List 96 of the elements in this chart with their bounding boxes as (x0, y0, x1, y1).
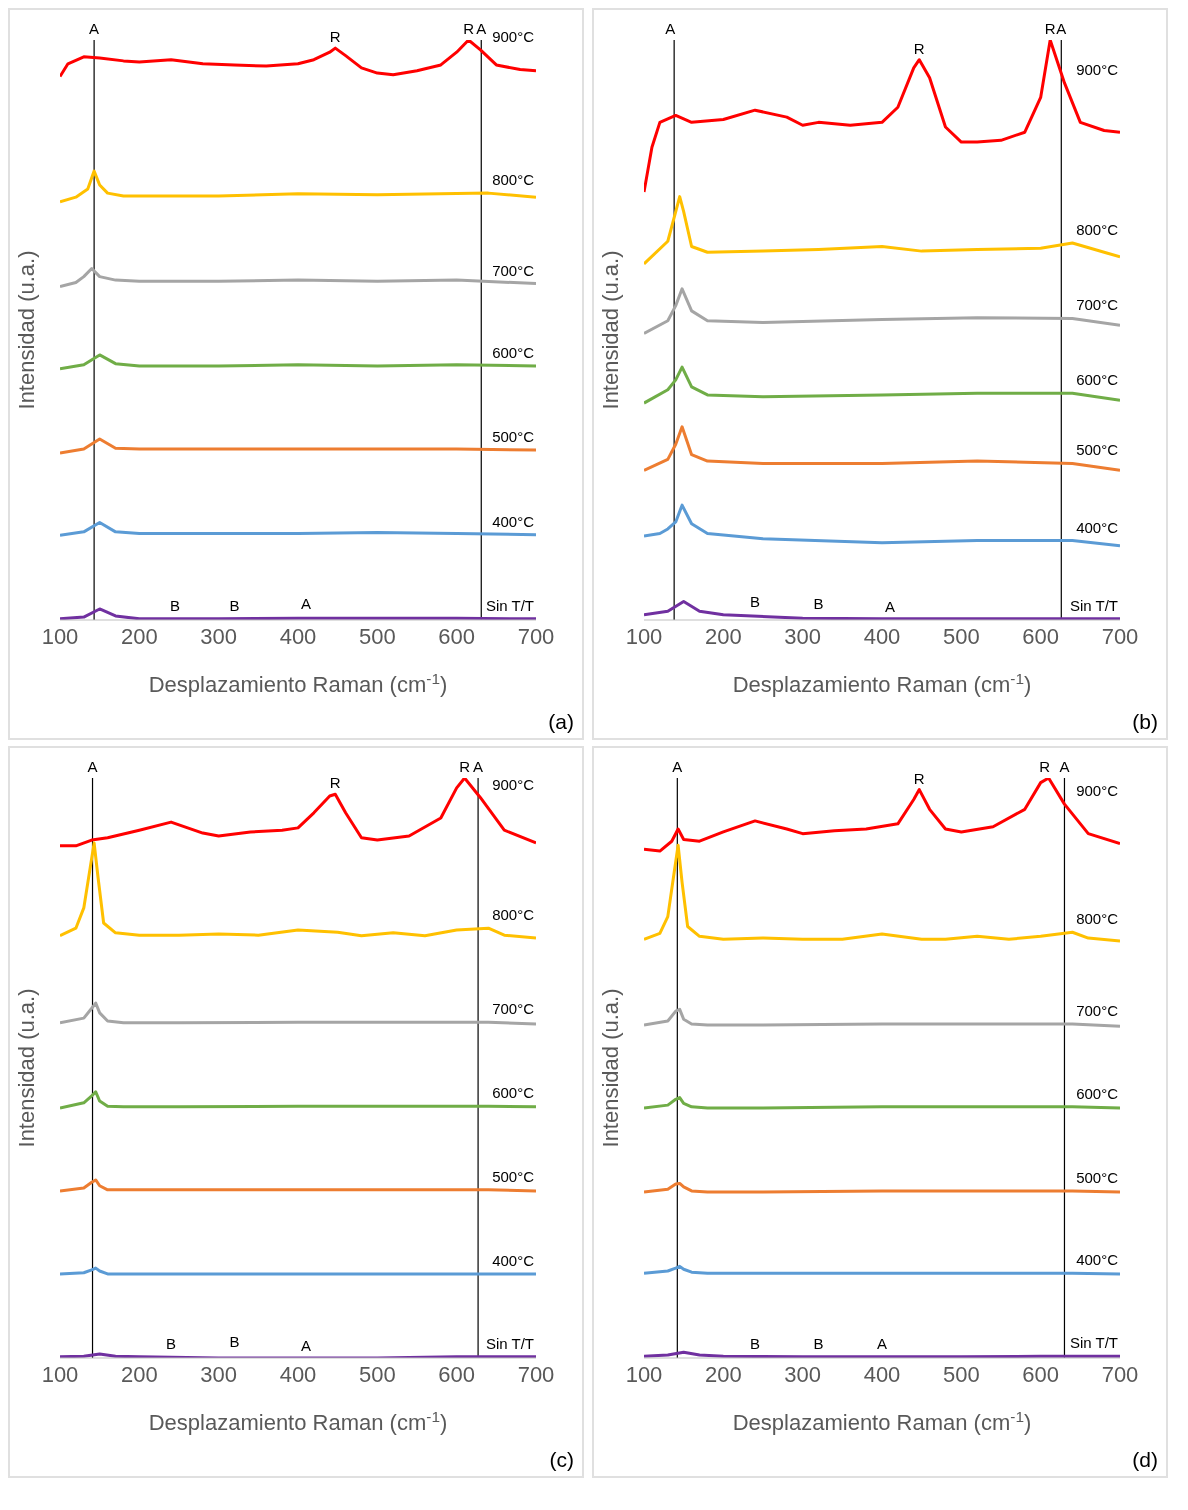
annotation: R (459, 758, 471, 775)
series-label: 900°C (1076, 782, 1119, 800)
annotation: B (750, 593, 761, 611)
x-tick-label: 400 (279, 1361, 317, 1387)
series-label: 400°C (1076, 518, 1119, 536)
y-axis-title: Intensidad (u.a.) (14, 250, 39, 410)
annotation: A (876, 1335, 888, 1353)
annotation: A (1059, 758, 1070, 775)
annotation: R (1044, 20, 1056, 37)
x-tick-label: 300 (200, 623, 238, 649)
series-label: 800°C (492, 906, 535, 924)
annotation: A (1056, 20, 1067, 37)
x-tick-label: 600 (438, 623, 476, 649)
annotation: B (229, 1333, 240, 1351)
x-tick-label: 200 (120, 623, 158, 649)
annotation: B (166, 1335, 177, 1353)
x-tick-label: 100 (625, 1361, 663, 1387)
annotation: A (476, 20, 487, 37)
series-label: 600°C (492, 1084, 535, 1102)
series-label: 600°C (1076, 371, 1119, 389)
annotation: R (463, 20, 475, 37)
annotation: B (170, 597, 181, 615)
x-tick-label: 700 (517, 623, 555, 649)
series-label: 400°C (492, 1251, 535, 1269)
text: (a) (548, 710, 574, 734)
series-label: 700°C (492, 1000, 535, 1018)
series-label: Sin T/T (1069, 1334, 1118, 1352)
x-tick-label: 600 (1022, 623, 1060, 649)
y-axis-title: Intensidad (u.a.) (14, 988, 39, 1148)
x-tick-label: 500 (358, 1361, 396, 1387)
x-tick-label: 300 (784, 1361, 822, 1387)
annotation: A (89, 20, 100, 37)
x-tick-label: 700 (1101, 623, 1139, 649)
series-label: Sin T/T (485, 596, 534, 614)
series-label: 600°C (1076, 1084, 1119, 1102)
x-tick-label: 400 (863, 1361, 901, 1387)
x-tick-label: 700 (1101, 1361, 1139, 1387)
x-axis-title: Desplazamiento Raman (cm$^{-1}$) (148, 1407, 448, 1435)
series-label: 500°C (1076, 1168, 1119, 1186)
x-tick-label: 200 (704, 623, 742, 649)
annotation: R (329, 28, 341, 46)
annotation: A (672, 758, 683, 775)
series-label: 400°C (1076, 1251, 1119, 1269)
y-axis-title: Intensidad (u.a.) (598, 250, 623, 410)
series-label: 500°C (492, 1167, 535, 1185)
x-tick-label: 600 (1022, 1361, 1060, 1387)
x-tick-label: 200 (120, 1361, 158, 1387)
series-label: 500°C (1076, 441, 1119, 459)
x-tick-label: 100 (625, 623, 663, 649)
series-label: 500°C (492, 428, 535, 446)
x-axis-title: Desplazamiento Raman (cm$^{-1}$) (732, 1407, 1032, 1435)
text: (b) (1132, 710, 1158, 734)
series-label: 700°C (1076, 296, 1119, 314)
series-label: 400°C (492, 512, 535, 530)
annotation: B (750, 1335, 761, 1353)
series-label: 800°C (492, 171, 535, 189)
series-label: 600°C (492, 343, 535, 361)
annotation: A (665, 20, 676, 37)
x-tick-label: 700 (517, 1361, 555, 1387)
series-label: 800°C (1076, 910, 1119, 928)
annotation: A (87, 758, 98, 775)
text: (c) (549, 1448, 574, 1472)
x-tick-label: 200 (704, 1361, 742, 1387)
annotation: A (300, 595, 311, 613)
x-tick-label: 300 (200, 1361, 238, 1387)
series-label: 900°C (1076, 60, 1119, 78)
x-tick-label: 500 (942, 623, 980, 649)
annotation: B (813, 595, 824, 613)
series-label: 900°C (492, 27, 535, 45)
x-tick-label: 100 (41, 1361, 79, 1387)
annotation: B (813, 1335, 824, 1353)
annotation: R (913, 39, 925, 57)
series-label: 700°C (492, 261, 535, 279)
series-label: 900°C (492, 775, 535, 793)
x-tick-label: 300 (784, 623, 822, 649)
annotation: A (884, 597, 895, 615)
x-axis-title: Desplazamiento Raman (cm$^{-1}$) (732, 669, 1032, 697)
annotation: A (300, 1336, 311, 1354)
x-tick-label: 600 (438, 1361, 476, 1387)
series-label: Sin T/T (1069, 596, 1118, 614)
annotation: A (473, 758, 484, 775)
y-axis-title: Intensidad (u.a.) (598, 988, 623, 1148)
x-tick-label: 400 (863, 623, 901, 649)
series-label: 700°C (1076, 1001, 1119, 1019)
annotation: R (913, 769, 925, 787)
x-tick-label: 500 (942, 1361, 980, 1387)
series-label: 800°C (1076, 221, 1119, 238)
series-label: Sin T/T (485, 1334, 534, 1352)
x-tick-label: 500 (358, 623, 396, 649)
annotation: R (1039, 758, 1051, 775)
text: (d) (1132, 1448, 1158, 1472)
x-tick-label: 100 (41, 623, 79, 649)
annotation: B (229, 597, 240, 615)
annotation: R (329, 774, 341, 792)
x-axis-title: Desplazamiento Raman (cm$^{-1}$) (148, 669, 448, 697)
x-tick-label: 400 (279, 623, 317, 649)
